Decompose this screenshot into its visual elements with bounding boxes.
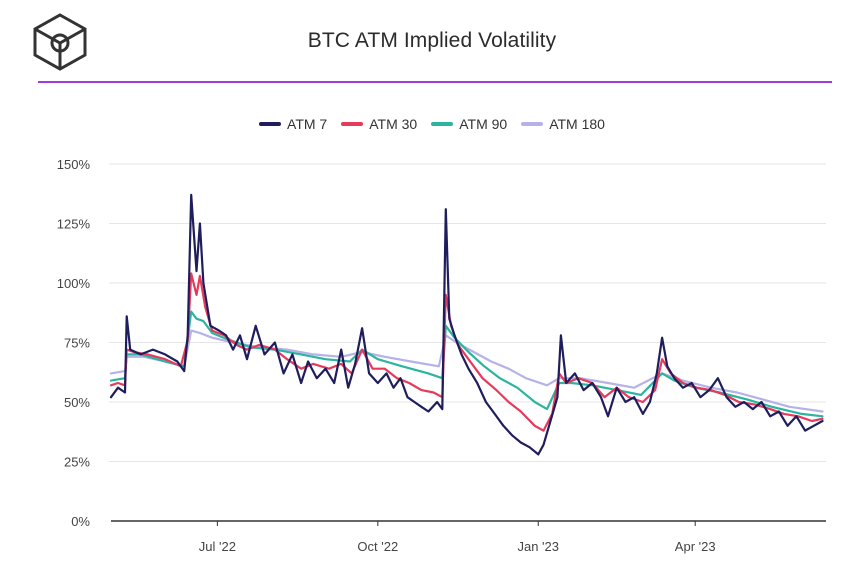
legend-label: ATM 7	[287, 116, 328, 132]
y-tick-label: 150%	[57, 157, 91, 172]
y-tick-label: 100%	[57, 276, 91, 291]
series-line-atm30	[109, 272, 824, 432]
cube-logo-icon	[33, 13, 87, 71]
x-tick-label: Jul '22	[199, 539, 236, 554]
x-tick-label: Apr '23	[675, 539, 716, 554]
series-line-atm7	[109, 193, 824, 456]
y-tick-label: 25%	[64, 455, 90, 470]
y-tick-label: 50%	[64, 395, 90, 410]
legend-item-atm30[interactable]: ATM 30	[341, 116, 417, 132]
legend-item-atm180[interactable]: ATM 180	[521, 116, 605, 132]
x-tick-label: Oct '22	[357, 539, 398, 554]
y-tick-label: 0%	[71, 514, 90, 529]
y-tick-label: 75%	[64, 336, 90, 351]
chart-title: BTC ATM Implied Volatility	[307, 29, 557, 52]
legend-label: ATM 90	[459, 116, 508, 132]
title-divider	[38, 81, 832, 83]
legend-item-atm90[interactable]: ATM 90	[431, 116, 507, 132]
legend-swatch	[341, 122, 364, 126]
legend-swatch	[431, 122, 454, 126]
chart-legend: ATM 7 ATM 30 ATM 90 ATM 180	[0, 116, 864, 132]
legend-label: ATM 180	[549, 116, 605, 132]
legend-item-atm7[interactable]: ATM 7	[259, 116, 327, 132]
legend-swatch	[259, 122, 282, 126]
legend-label: ATM 30	[369, 116, 418, 132]
y-tick-label: 125%	[57, 217, 91, 232]
legend-swatch	[521, 122, 544, 126]
x-tick-label: Jan '23	[517, 539, 559, 554]
